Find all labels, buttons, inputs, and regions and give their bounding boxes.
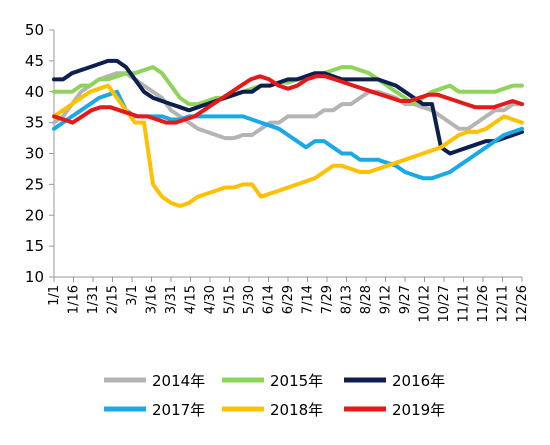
- x-tick-label: 1/1: [47, 285, 62, 306]
- x-tick-label: 10/27: [437, 285, 452, 322]
- y-tick-label: 35: [25, 114, 44, 132]
- y-tick-label: 45: [25, 52, 44, 70]
- x-tick-label: 12/26: [515, 285, 530, 322]
- y-tick-label: 30: [25, 145, 44, 163]
- legend: 2014年 2015年 2016年 2017年 2018年 2019年: [104, 372, 445, 419]
- x-tick-label: 1/31: [86, 285, 101, 314]
- y-tick-label: 10: [25, 268, 44, 286]
- x-tick-label: 3/16: [145, 285, 160, 314]
- x-tick-label: 7/14: [301, 285, 316, 314]
- plot-area: [52, 58, 524, 208]
- x-tick-label: 10/12: [418, 285, 433, 322]
- x-tick-label: 6/29: [281, 285, 296, 314]
- x-tick-label: 12/11: [496, 285, 511, 322]
- x-tick-label: 11/11: [457, 285, 472, 322]
- y-tick-label: 25: [25, 175, 44, 193]
- legend-label-6: 2019年: [392, 401, 445, 419]
- x-tick-label: 5/15: [223, 285, 238, 314]
- x-tick-label: 6/14: [262, 285, 277, 314]
- x-tick-label: 9/27: [398, 285, 413, 314]
- x-axis: 1/1 1/16 1/31 2/15 3/1 3/16 3/31 4/15 4/30 5/15 5/…: [47, 276, 530, 322]
- series-line-6: [52, 74, 524, 125]
- y-tick-label: 40: [25, 83, 44, 101]
- x-tick-label: 4/30: [203, 285, 218, 314]
- y-tick-label: 50: [25, 21, 44, 39]
- x-tick-label: 8/13: [340, 285, 355, 314]
- series-line-3: [52, 58, 524, 156]
- x-tick-label: 9/12: [379, 285, 394, 314]
- y-axis: 10 15 20 25 30 35 40 45 50: [25, 21, 55, 286]
- y-tick-label: 15: [25, 237, 44, 255]
- legend-label-2: 2015年: [270, 372, 323, 390]
- legend-label-5: 2018年: [270, 401, 323, 419]
- x-tick-label: 3/1: [125, 285, 140, 306]
- y-tick-label: 20: [25, 206, 44, 224]
- x-tick-label: 8/28: [359, 285, 374, 314]
- x-tick-label: 1/16: [67, 285, 82, 314]
- legend-label-1: 2014年: [152, 372, 205, 390]
- series-line-5: [52, 83, 524, 208]
- x-tick-label: 2/15: [106, 285, 121, 314]
- legend-label-4: 2017年: [152, 401, 205, 419]
- x-tick-label: 5/30: [242, 285, 257, 314]
- x-tick-label: 11/26: [476, 285, 491, 322]
- x-tick-label: 3/31: [164, 285, 179, 314]
- x-tick-label: 7/29: [320, 285, 335, 314]
- x-tick-label: 4/15: [184, 285, 199, 314]
- legend-label-3: 2016年: [392, 372, 445, 390]
